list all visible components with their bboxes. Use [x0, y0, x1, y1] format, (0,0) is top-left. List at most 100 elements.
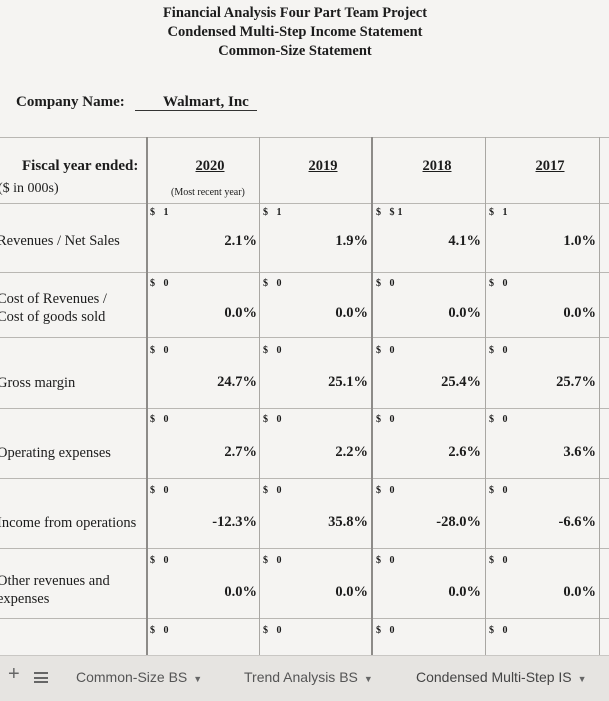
fiscal-year-label: Fiscal year ended:	[22, 158, 139, 174]
cell-dollar-mark: $ $1	[376, 207, 406, 218]
company-name-underline	[135, 110, 257, 111]
tab-label: Common-Size BS	[76, 669, 188, 685]
cell-cost-2017[interactable]: 0.0%	[563, 305, 596, 321]
row-label-gross-margin: Gross margin	[0, 375, 76, 391]
cell-income-ops-2019[interactable]: 35.8%	[328, 514, 368, 530]
cell-dollar-mark: $ 0	[263, 414, 285, 425]
chevron-down-icon[interactable]: ▼	[363, 674, 373, 684]
cell-dollar-mark: $ 0	[489, 625, 511, 636]
cell-dollar-mark: $ 0	[150, 555, 172, 566]
cell-dollar-mark: $ 0	[489, 485, 511, 496]
grid-line	[599, 137, 600, 655]
cell-other-2017[interactable]: 0.0%	[563, 584, 596, 600]
cell-dollar-mark: $ 0	[376, 555, 398, 566]
all-sheets-menu-icon[interactable]	[34, 672, 48, 683]
grid-line	[0, 478, 609, 479]
cell-dollar-mark: $ 1	[263, 207, 285, 218]
grid-line	[0, 548, 609, 549]
cell-dollar-mark: $ 0	[150, 278, 172, 289]
year-2020-header: 2020	[195, 158, 225, 174]
row-label-line: expenses	[0, 591, 50, 607]
grid-line	[146, 137, 148, 655]
cell-income-ops-2018[interactable]: -28.0%	[436, 514, 481, 530]
cell-cost-2019[interactable]: 0.0%	[335, 305, 368, 321]
company-name-value[interactable]: Walmart, Inc	[163, 94, 249, 110]
cell-dollar-mark: $ 0	[376, 278, 398, 289]
row-label-line: Other revenues and	[0, 573, 110, 589]
cell-cost-2020[interactable]: 0.0%	[224, 305, 257, 321]
cell-income-ops-2020[interactable]: -12.3%	[212, 514, 257, 530]
report-statement-type: Common-Size Statement	[218, 43, 372, 59]
cell-dollar-mark: $ 0	[376, 485, 398, 496]
cell-revenues-2018[interactable]: 4.1%	[448, 233, 481, 249]
cell-dollar-mark: $ 0	[489, 555, 511, 566]
row-label-revenues: Revenues / Net Sales	[0, 233, 120, 249]
cell-dollar-mark: $ 0	[489, 414, 511, 425]
report-title: Financial Analysis Four Part Team Projec…	[162, 5, 428, 21]
cell-income-ops-2017[interactable]: -6.6%	[558, 514, 596, 530]
year-2018-header: 2018	[422, 158, 452, 174]
cell-dollar-mark: $ 0	[376, 625, 398, 636]
grid-line	[0, 618, 609, 619]
cell-dollar-mark: $ 0	[263, 278, 285, 289]
year-2017-header: 2017	[535, 158, 565, 174]
cell-dollar-mark: $ 0	[263, 555, 285, 566]
tab-label: Condensed Multi-Step IS	[416, 669, 572, 685]
year-2019-header: 2019	[308, 158, 338, 174]
chevron-down-icon[interactable]: ▼	[577, 674, 587, 684]
tab-condensed-multi-step-is[interactable]: Condensed Multi-Step IS ▼	[416, 669, 587, 685]
sheet-tab-bar: + Common-Size BS ▼ Trend Analysis BS ▼ Con…	[0, 655, 609, 701]
row-label-operating-expenses: Operating expenses	[0, 445, 111, 461]
cell-dollar-mark: $ 0	[150, 485, 172, 496]
tab-trend-analysis-bs[interactable]: Trend Analysis BS ▼	[244, 669, 373, 685]
cell-dollar-mark: $ 0	[489, 278, 511, 289]
cell-revenues-2017[interactable]: 1.0%	[563, 233, 596, 249]
cell-other-2020[interactable]: 0.0%	[224, 584, 257, 600]
cell-dollar-mark: $ 1	[150, 207, 172, 218]
grid-line	[0, 137, 609, 138]
report-subtitle: Condensed Multi-Step Income Statement	[167, 24, 423, 40]
grid-line	[0, 408, 609, 409]
row-label-cost-of-revenues: Cost of Revenues / Cost of goods sold	[0, 290, 107, 326]
cell-dollar-mark: $ 0	[376, 414, 398, 425]
row-label-line: Cost of goods sold	[0, 309, 106, 325]
row-label-line: Cost of Revenues /	[0, 291, 107, 307]
cell-gross-margin-2019[interactable]: 25.1%	[328, 374, 368, 390]
cell-opex-2020[interactable]: 2.7%	[224, 444, 257, 460]
cell-dollar-mark: $ 0	[263, 485, 285, 496]
grid-line	[0, 337, 609, 338]
cell-opex-2019[interactable]: 2.2%	[335, 444, 368, 460]
cell-dollar-mark: $ 0	[376, 345, 398, 356]
grid-line	[259, 137, 260, 655]
chevron-down-icon[interactable]: ▼	[193, 674, 203, 684]
cell-dollar-mark: $ 0	[263, 625, 285, 636]
cell-revenues-2020[interactable]: 2.1%	[224, 233, 257, 249]
most-recent-note: (Most recent year)	[171, 187, 245, 198]
cell-dollar-mark: $ 1	[489, 207, 511, 218]
row-label-income-from-operations: Income from operations	[0, 515, 137, 531]
cell-other-2019[interactable]: 0.0%	[335, 584, 368, 600]
cell-dollar-mark: $ 0	[489, 345, 511, 356]
tab-common-size-bs[interactable]: Common-Size BS ▼	[76, 669, 202, 685]
cell-opex-2017[interactable]: 3.6%	[563, 444, 596, 460]
units-label: ($ in 000s)	[0, 181, 59, 196]
cell-other-2018[interactable]: 0.0%	[448, 584, 481, 600]
cell-gross-margin-2020[interactable]: 24.7%	[217, 374, 257, 390]
cell-gross-margin-2018[interactable]: 25.4%	[441, 374, 481, 390]
spreadsheet: Financial Analysis Four Part Team Projec…	[0, 0, 609, 655]
cell-dollar-mark: $ 0	[150, 414, 172, 425]
grid-line	[485, 137, 486, 655]
cell-gross-margin-2017[interactable]: 25.7%	[556, 374, 596, 390]
cell-dollar-mark: $ 0	[263, 345, 285, 356]
cell-opex-2018[interactable]: 2.6%	[448, 444, 481, 460]
cell-cost-2018[interactable]: 0.0%	[448, 305, 481, 321]
grid-line	[371, 137, 373, 655]
add-sheet-button[interactable]: +	[8, 663, 20, 685]
tab-label: Trend Analysis BS	[244, 669, 358, 685]
row-label-other-revenues: Other revenues and expenses	[0, 572, 110, 608]
cell-revenues-2019[interactable]: 1.9%	[335, 233, 368, 249]
company-name-label: Company Name:	[16, 94, 125, 110]
cell-dollar-mark: $ 0	[150, 345, 172, 356]
cell-dollar-mark: $ 0	[150, 625, 172, 636]
grid-line	[0, 203, 609, 204]
